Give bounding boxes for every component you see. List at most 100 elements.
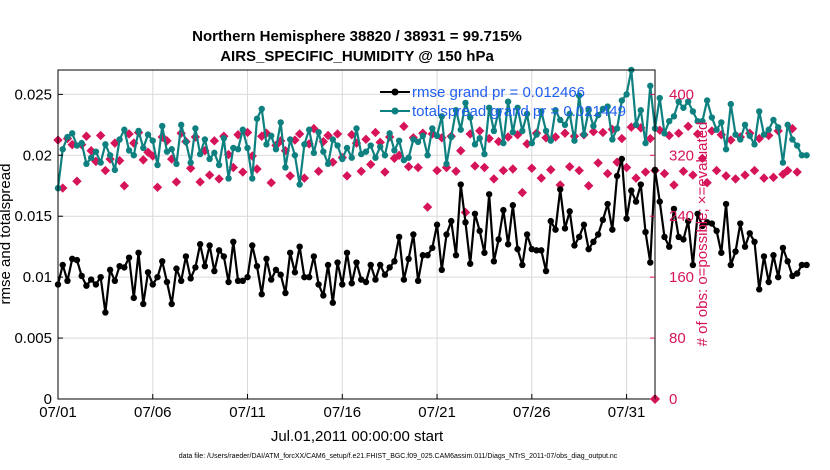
spread-point xyxy=(481,150,488,158)
rmse-point xyxy=(414,277,422,285)
obs-point xyxy=(489,174,499,184)
obs-point xyxy=(451,166,461,176)
rmse-point xyxy=(244,273,251,281)
rmse-point xyxy=(111,277,119,285)
rmse-point xyxy=(187,275,194,282)
rmse-point xyxy=(684,217,692,225)
rmse-point xyxy=(533,247,540,254)
spread-point xyxy=(623,91,630,98)
spread-point xyxy=(358,150,365,158)
rmse-point xyxy=(590,238,597,246)
rmse-point xyxy=(732,248,739,255)
rmse-point xyxy=(220,253,228,260)
spread-point xyxy=(533,131,540,138)
rmse-point xyxy=(192,264,199,271)
rmse-point xyxy=(538,247,545,254)
rmse-point xyxy=(334,259,341,266)
rmse-point xyxy=(547,217,554,225)
spread-point xyxy=(201,136,209,143)
rmse-point xyxy=(315,281,322,288)
spread-point xyxy=(774,124,782,131)
rmse-point xyxy=(144,269,152,276)
rmse-point xyxy=(173,265,180,272)
spread-point xyxy=(376,143,384,150)
obs-point xyxy=(72,176,82,186)
obs-point xyxy=(740,170,750,180)
rmse-point xyxy=(59,261,66,269)
y-tick-label: 0 xyxy=(44,391,52,408)
rmse-point xyxy=(329,299,337,306)
obs-point xyxy=(659,168,670,179)
rmse-point xyxy=(575,233,583,241)
rmse-point xyxy=(552,226,559,233)
rmse-point xyxy=(381,271,389,278)
obs-point xyxy=(512,130,523,140)
spread-point xyxy=(121,126,128,133)
rmse-point xyxy=(291,269,299,276)
spread-point xyxy=(258,105,265,113)
obs-point xyxy=(323,130,333,141)
rmse-point xyxy=(391,258,398,265)
obs-point xyxy=(456,146,466,156)
y-tick-label: 0.01 xyxy=(23,269,52,286)
y-axis-right-label: # of obs: o=possible; ×=evaluated xyxy=(694,122,711,347)
obs-point xyxy=(527,163,537,173)
spread-point xyxy=(395,137,403,144)
rmse-point xyxy=(154,273,161,281)
x-tick-label: 07/11 xyxy=(229,404,265,421)
spread-point xyxy=(765,126,772,133)
spread-point xyxy=(684,98,692,105)
spread-point xyxy=(59,146,66,153)
spread-point xyxy=(609,136,616,143)
rmse-point xyxy=(481,249,488,256)
rmse-point xyxy=(485,191,493,198)
spread-point xyxy=(756,108,763,115)
spread-point xyxy=(448,133,455,141)
spread-point xyxy=(552,107,559,114)
rmse-point xyxy=(372,276,379,283)
rmse-point xyxy=(296,243,303,250)
spread-point xyxy=(798,152,806,159)
rmse-point xyxy=(405,255,412,263)
spread-point xyxy=(324,160,332,168)
y-tick-label: 0.02 xyxy=(23,147,52,164)
rmse-point xyxy=(263,255,270,263)
obs-point xyxy=(574,165,584,176)
rmse-point xyxy=(561,225,569,232)
spread-point xyxy=(239,126,246,133)
spread-point xyxy=(320,148,327,155)
rmse-point xyxy=(647,259,654,266)
rmse-point xyxy=(201,262,209,270)
obs-point xyxy=(536,173,546,183)
spread-point xyxy=(590,122,597,130)
rmse-point xyxy=(566,208,573,215)
rmse-point xyxy=(258,291,265,298)
y-right-tick-label: 160 xyxy=(669,269,694,286)
spread-point xyxy=(613,125,621,132)
rmse-point xyxy=(106,266,114,274)
spread-point xyxy=(618,97,626,104)
obs-point xyxy=(598,127,608,138)
obs-point xyxy=(209,136,220,146)
totalspread-series xyxy=(54,66,810,192)
rmse-point xyxy=(73,256,81,264)
spread-point xyxy=(410,136,417,143)
obs-point xyxy=(285,171,295,181)
spread-point xyxy=(509,128,517,136)
rmse-point xyxy=(121,264,128,271)
y-axis-label: rmse and totalspread xyxy=(0,164,14,305)
obs-point xyxy=(617,133,627,144)
spread-point xyxy=(737,136,744,143)
spread-point xyxy=(571,137,578,144)
spread-point xyxy=(727,100,735,108)
rmse-point xyxy=(779,244,787,252)
obs-point xyxy=(266,178,276,188)
y-axis-right: 0 80 160 240 320 400 xyxy=(650,86,694,408)
rmse-point xyxy=(376,261,384,269)
spread-point xyxy=(575,92,583,99)
obs-point xyxy=(508,164,518,174)
obs-point xyxy=(152,182,163,192)
spread-point xyxy=(557,116,564,124)
spread-point xyxy=(538,108,545,115)
spread-point xyxy=(173,160,180,168)
